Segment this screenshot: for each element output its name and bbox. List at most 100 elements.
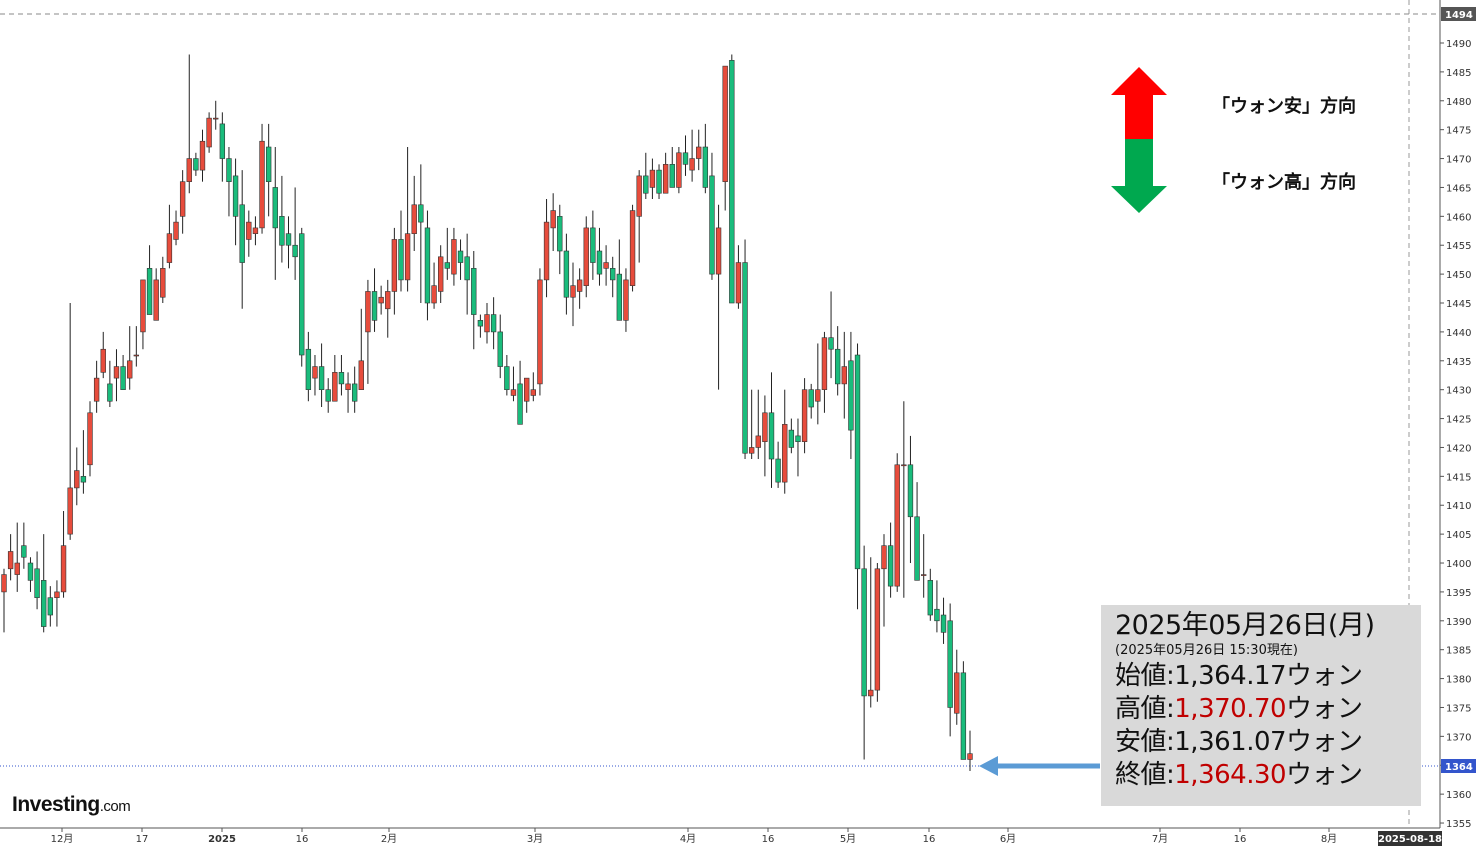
candle-body [563, 250, 570, 298]
candle [305, 331, 312, 402]
x-tick-label: 2025 [208, 834, 236, 845]
candle-body [292, 244, 298, 258]
logo-suffix: .com [99, 798, 131, 815]
candle [960, 661, 967, 760]
y-tick-label: 1430 [1446, 386, 1471, 397]
y-tick-label: 1355 [1446, 819, 1471, 830]
candle-body [775, 458, 781, 483]
candle [901, 401, 907, 598]
candle-body [940, 614, 947, 633]
candle-body [662, 164, 669, 194]
candle-body [490, 314, 497, 333]
candle-body [576, 279, 583, 292]
y-tick-label: 1490 [1446, 39, 1471, 50]
candle [47, 586, 53, 627]
candle [563, 233, 570, 315]
candle-body [444, 262, 450, 269]
candle [1, 568, 7, 633]
candle [226, 147, 232, 217]
candle-body [755, 435, 761, 448]
candle-body [954, 672, 960, 714]
candle-body [27, 562, 34, 581]
candle [881, 534, 887, 627]
candle [841, 331, 847, 419]
candle-body [431, 285, 437, 304]
y-tick-label: 1420 [1446, 443, 1471, 454]
candle [385, 279, 391, 338]
candle-body [418, 204, 424, 223]
candle-body [901, 464, 907, 467]
candle-body [927, 580, 933, 616]
candle-body [67, 487, 73, 535]
candle-body [524, 377, 530, 402]
candle [656, 164, 662, 200]
candle [490, 297, 497, 350]
y-axis: 1490 1485 1480 1475 1470 1465 1460 1455 1450 1445… [1440, 39, 1471, 830]
candle [517, 360, 523, 425]
candle-body [570, 285, 576, 298]
candle [636, 170, 642, 263]
candle [649, 158, 656, 200]
candle-body [14, 562, 20, 575]
candle-body [107, 383, 113, 402]
candle [199, 129, 206, 182]
x-tick-label: 16 [1234, 834, 1247, 845]
candle [451, 227, 457, 286]
close-value: 1,364.30 [1174, 760, 1287, 790]
candle-body [921, 574, 927, 576]
y-tick-label: 1370 [1446, 732, 1471, 743]
candle [689, 129, 695, 182]
candle [662, 152, 669, 194]
candle-body [537, 279, 543, 385]
candle [464, 233, 470, 315]
candle-body [351, 383, 358, 402]
high-unit: ウォン [1286, 694, 1363, 724]
candle-body [385, 291, 391, 310]
pointer-arrow-icon [979, 756, 998, 776]
candle [775, 441, 781, 488]
candle [768, 372, 775, 488]
y-tick-label: 1460 [1446, 212, 1471, 223]
candle-body [338, 372, 345, 385]
candle-body [815, 389, 821, 402]
candle-body [550, 210, 556, 229]
candle-body [715, 227, 722, 275]
price-markers: 1494 1364 [1441, 7, 1476, 773]
candle [398, 210, 404, 292]
candle-body [742, 262, 748, 454]
candle-body [80, 476, 87, 483]
open-value: 1,364.17 [1174, 661, 1287, 691]
candle-body [656, 169, 662, 194]
y-tick-label: 1425 [1446, 415, 1471, 426]
candle-body [371, 291, 378, 321]
logo-main: Investing [12, 793, 100, 816]
candle [140, 279, 146, 350]
candle [14, 522, 20, 592]
candle [722, 65, 728, 211]
candle-body [345, 383, 351, 390]
candle [894, 453, 900, 592]
candle-body [616, 273, 623, 321]
candle [815, 343, 821, 425]
legend-down-label: 「ウォン高」方向 [1212, 172, 1356, 193]
candle-body [213, 117, 219, 120]
candle [484, 303, 490, 344]
candle-body [967, 753, 973, 760]
candle-body [332, 372, 338, 402]
candle-body [239, 204, 245, 263]
candle-body [146, 268, 153, 315]
candle [643, 152, 649, 200]
candle-body [411, 204, 417, 234]
candle [629, 204, 636, 292]
candle-body [861, 568, 867, 697]
close-unit: ウォン [1286, 760, 1363, 790]
x-tick-label: 16 [296, 834, 309, 845]
candle [907, 435, 914, 564]
candle-body [801, 389, 808, 442]
candle [947, 603, 953, 737]
candle [27, 557, 34, 592]
legend-up-label: 「ウォン安」方向 [1212, 96, 1356, 117]
y-tick-label: 1450 [1446, 270, 1471, 281]
candle-body [54, 591, 60, 598]
